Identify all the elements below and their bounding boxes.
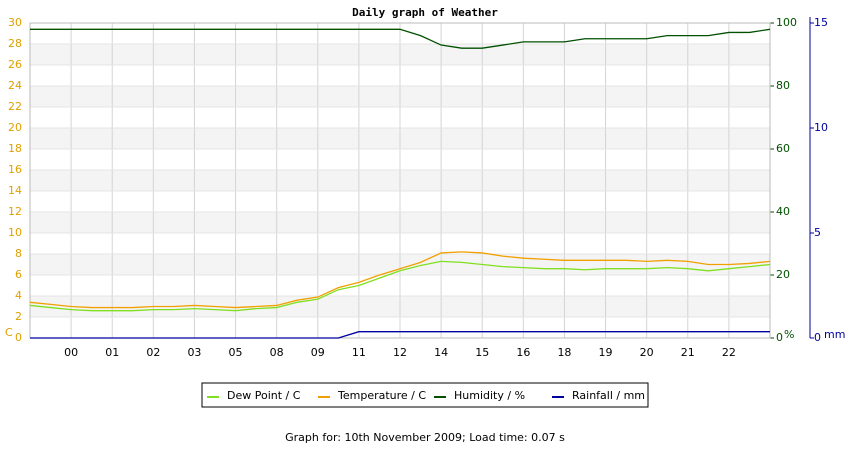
y2-tick-label: 40 (776, 205, 790, 218)
y2-tick-label: 60 (776, 142, 790, 155)
x-tick-label: 22 (722, 346, 736, 359)
x-tick-label: 16 (516, 346, 530, 359)
series-line (29, 260, 771, 312)
y2-tick-label: 20 (776, 268, 790, 281)
x-tick-label: 00 (64, 346, 78, 359)
y3-tick-label: 10 (814, 121, 828, 134)
legend-label: Humidity / % (454, 389, 525, 402)
y-tick-label: 8 (15, 247, 22, 260)
y2-tick-label: 100 (776, 16, 797, 29)
y-tick-label: 6 (15, 268, 22, 281)
x-tick-label: 18 (557, 346, 571, 359)
x-tick-label: 01 (105, 346, 119, 359)
y-tick-label: 14 (8, 184, 22, 197)
y-tick-label: 4 (15, 289, 22, 302)
series-line (30, 28, 771, 49)
y3-tick-label: 5 (814, 226, 821, 239)
x-tick-label: 09 (311, 346, 325, 359)
x-tick-label: 15 (475, 346, 489, 359)
y-tick-label: 2 (15, 310, 22, 323)
legend-label: Dew Point / C (227, 389, 301, 402)
series-line (29, 251, 771, 309)
series-line (30, 331, 770, 339)
y-tick-label: 20 (8, 121, 22, 134)
x-tick-label: 19 (599, 346, 613, 359)
y3-tick-label: 0 (814, 331, 821, 344)
y-tick-label: 26 (8, 58, 22, 71)
x-tick-label: 12 (393, 346, 407, 359)
plot: 00 01 02 03 05 08 09 11 12 14 15 16 18 19 20 21 22024681… (8, 16, 828, 359)
y-tick-label: 30 (8, 16, 22, 29)
x-tick-label: 21 (681, 346, 695, 359)
y-tick-label: 24 (8, 79, 22, 92)
x-tick-label: 03 (187, 346, 201, 359)
y-tick-label: 0 (15, 331, 22, 344)
x-tick-label: 08 (270, 346, 284, 359)
y-tick-label: 28 (8, 37, 22, 50)
legend-label: Temperature / C (337, 389, 426, 402)
y-tick-label: 10 (8, 226, 22, 239)
y-tick-label: 18 (8, 142, 22, 155)
y-axis-label: C (5, 326, 13, 339)
plot-frame (29, 22, 771, 339)
y2-axis-label: % (784, 328, 794, 341)
y3-tick-label: 15 (814, 16, 828, 29)
y-tick-label: 16 (8, 163, 22, 176)
y-tick-label: 22 (8, 100, 22, 113)
x-tick-label: 20 (640, 346, 654, 359)
legend-box (201, 382, 649, 408)
y3-axis-label: mm (824, 328, 845, 341)
y-tick-label: 12 (8, 205, 22, 218)
x-tick-label: 11 (352, 346, 366, 359)
y2-tick-label: 80 (776, 79, 790, 92)
x-tick-label: 05 (229, 346, 243, 359)
x-tick-label: 02 (146, 346, 160, 359)
footer: Graph for: 10th November 2009; Load time… (285, 431, 565, 444)
y2-tick-label: 0 (776, 331, 783, 344)
x-tick-label: 14 (434, 346, 448, 359)
legend-label: Rainfall / mm (572, 389, 645, 402)
chart-title: Daily graph of Weather (352, 6, 498, 19)
